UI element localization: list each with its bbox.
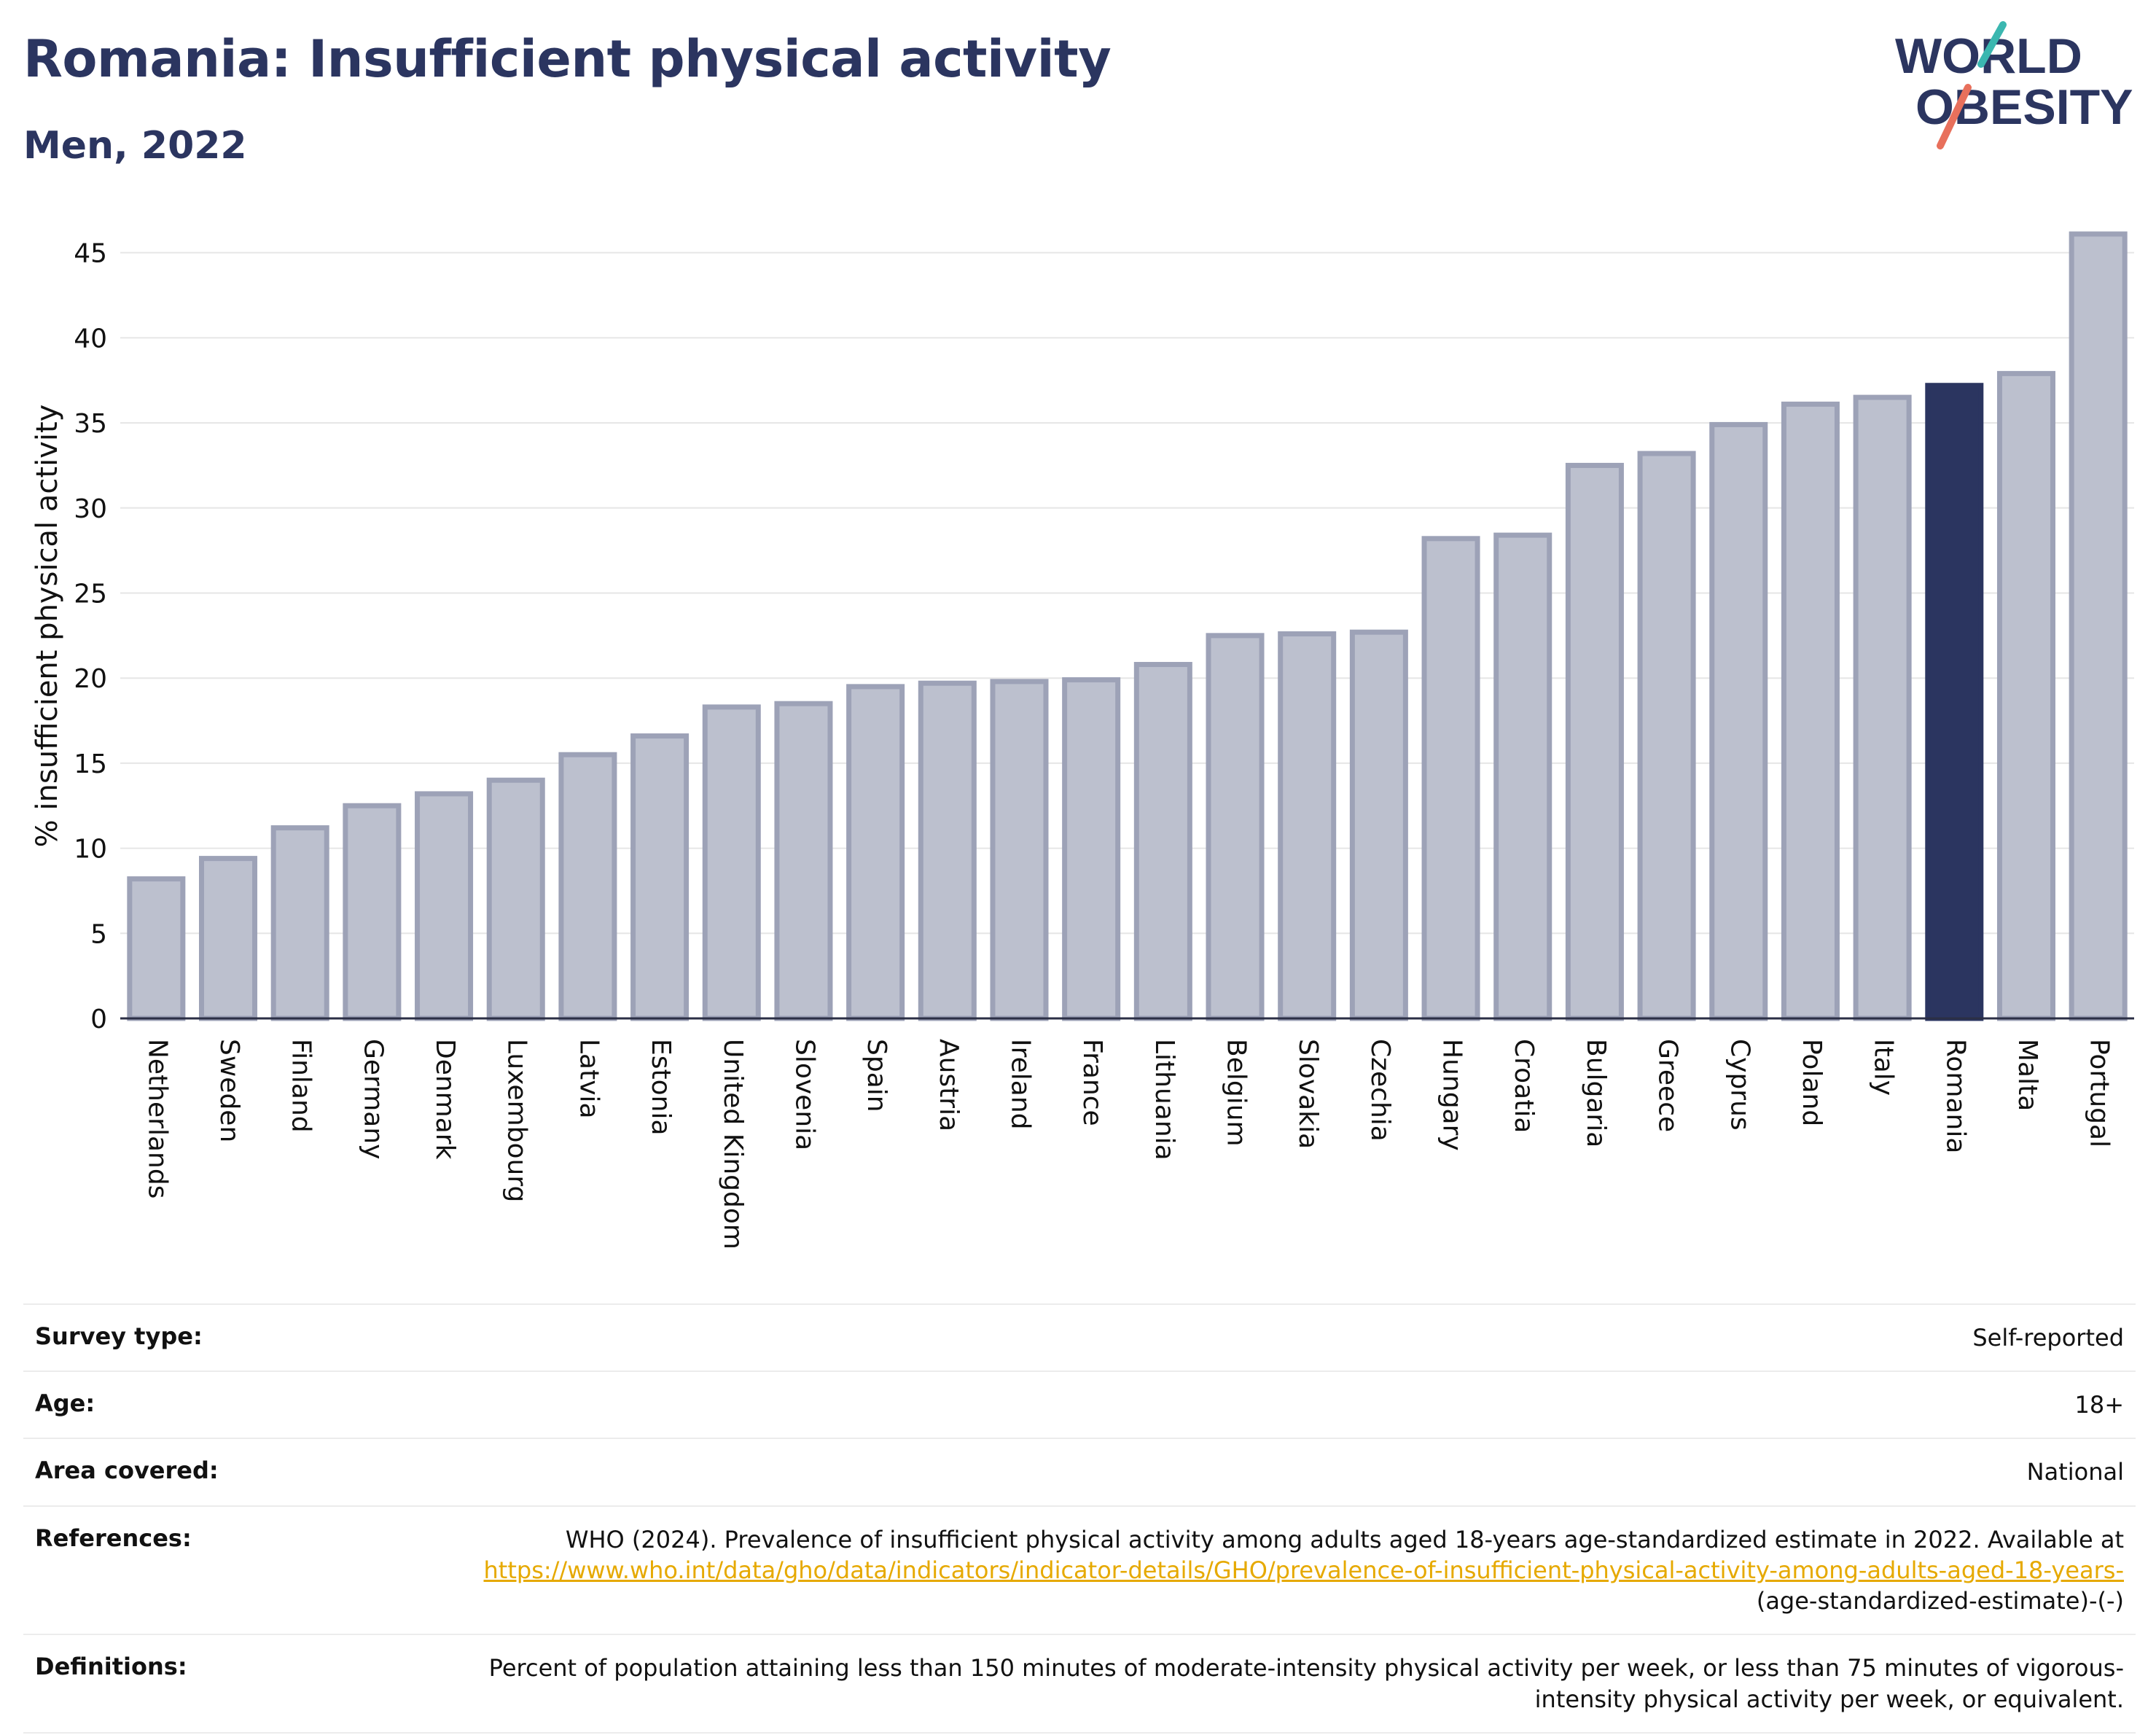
info-value: Percent of population attaining less tha… xyxy=(455,1634,2136,1734)
chart-title: Romania: Insufficient physical activity xyxy=(23,29,1112,89)
x-tick-label: Poland xyxy=(1797,1039,1827,1126)
y-tick-label: 35 xyxy=(74,409,107,439)
x-tick-label: Spain xyxy=(862,1039,891,1112)
chart-subtitle: Men, 2022 xyxy=(23,124,247,168)
info-key: Definitions: xyxy=(23,1634,455,1734)
x-tick-label: Slovakia xyxy=(1293,1039,1323,1149)
bar-cyprus xyxy=(1709,421,1768,1021)
x-tick-label: Ireland xyxy=(1005,1039,1035,1130)
bar-ireland xyxy=(990,679,1049,1021)
y-tick-label: 0 xyxy=(90,1005,107,1034)
x-tick-label: Belgium xyxy=(1222,1039,1251,1147)
x-tick-label: Netherlands xyxy=(142,1039,172,1198)
bar-sweden xyxy=(199,856,258,1021)
x-tick-label: Malta xyxy=(2012,1039,2042,1111)
info-row-definitions: Definitions: Percent of population attai… xyxy=(23,1634,2136,1734)
x-tick-label: Germany xyxy=(358,1039,388,1159)
x-tick-label: Sweden xyxy=(214,1039,244,1142)
info-key: References: xyxy=(23,1505,455,1636)
info-key: Age: xyxy=(23,1371,455,1440)
x-tick-label: Latvia xyxy=(574,1039,604,1119)
reference-text: WHO (2024). Prevalence of insufficient p… xyxy=(565,1525,2124,1553)
x-tick-label: Czechia xyxy=(1365,1039,1395,1142)
y-tick-label: 5 xyxy=(90,919,107,949)
info-value: National xyxy=(455,1438,2136,1507)
x-tick-label: Italy xyxy=(1869,1039,1899,1096)
bar-poland xyxy=(1781,401,1840,1021)
x-tick-label: Bulgaria xyxy=(1581,1039,1611,1147)
info-row-references: References: WHO (2024). Prevalence of in… xyxy=(23,1505,2136,1636)
bar-slovakia xyxy=(1278,631,1337,1021)
bar-greece xyxy=(1637,451,1696,1021)
bar-chart: 0 5 10 15 20 25 30 35 40 45 Netherlands Sweden Finl… xyxy=(31,231,2134,1249)
bar-austria xyxy=(918,680,977,1021)
bar-slovenia xyxy=(774,701,833,1021)
x-tick-label: France xyxy=(1077,1039,1107,1126)
info-value: Self-reported xyxy=(455,1303,2136,1373)
bar-netherlands xyxy=(127,876,186,1021)
bar-portugal xyxy=(2069,231,2128,1021)
bar-bulgaria xyxy=(1565,462,1624,1021)
y-axis-label: % insufficient physical activity xyxy=(31,405,64,848)
x-tick-label: Croatia xyxy=(1509,1039,1539,1133)
bar-luxembourg xyxy=(486,777,545,1021)
info-key: Survey type: xyxy=(23,1303,455,1373)
metadata-table: Survey type: Self-reported Age: 18+ Area… xyxy=(23,1303,2136,1734)
x-tick-label: United Kingdom xyxy=(718,1039,748,1249)
info-row-age: Age: 18+ xyxy=(23,1371,2136,1440)
x-tick-label: Denmark xyxy=(430,1039,460,1160)
world-obesity-logo: WORLD OBESITY xyxy=(1895,21,2133,149)
reference-suffix: (age-standardized-estimate)-(-) xyxy=(1756,1587,2124,1615)
x-tick-label: Slovenia xyxy=(789,1039,819,1150)
x-tick-label: Hungary xyxy=(1437,1039,1467,1151)
bar-lithuania xyxy=(1133,662,1192,1021)
bar-romania xyxy=(1925,383,1984,1021)
x-tick-label: Luxembourg xyxy=(502,1039,532,1202)
y-tick-label: 45 xyxy=(74,239,107,269)
bar-united-kingdom xyxy=(702,704,761,1021)
bar-hungary xyxy=(1421,536,1480,1021)
info-row-survey-type: Survey type: Self-reported xyxy=(23,1303,2136,1373)
x-tick-label: Estonia xyxy=(646,1039,676,1136)
bar-finland xyxy=(270,825,329,1021)
bar-belgium xyxy=(1206,633,1265,1021)
bar-italy xyxy=(1853,394,1912,1021)
x-tick-label: Finland xyxy=(286,1039,316,1133)
y-tick-label: 20 xyxy=(74,664,107,694)
bar-spain xyxy=(846,684,905,1021)
y-tick-label: 15 xyxy=(74,749,107,779)
x-tick-label: Greece xyxy=(1653,1039,1683,1132)
bar-croatia xyxy=(1493,532,1552,1021)
bar-france xyxy=(1062,677,1121,1021)
x-tick-label: Lithuania xyxy=(1149,1039,1179,1161)
y-tick-label: 10 xyxy=(74,835,107,865)
bar-denmark xyxy=(415,791,474,1021)
bar-czechia xyxy=(1349,629,1408,1021)
info-key: Area covered: xyxy=(23,1438,455,1507)
info-row-area: Area covered: National xyxy=(23,1438,2136,1507)
y-tick-label: 40 xyxy=(74,324,107,354)
info-value: WHO (2024). Prevalence of insufficient p… xyxy=(455,1505,2136,1636)
y-tick-label: 25 xyxy=(74,579,107,609)
bar-malta xyxy=(1996,370,2055,1021)
x-tick-label: Romania xyxy=(1940,1039,1970,1153)
reference-link[interactable]: https://www.who.int/data/gho/data/indica… xyxy=(483,1556,2125,1584)
bar-estonia xyxy=(630,733,690,1021)
x-tick-label: Cyprus xyxy=(1725,1039,1754,1131)
x-tick-label: Portugal xyxy=(2085,1039,2114,1147)
y-tick-label: 30 xyxy=(74,494,107,524)
bar-latvia xyxy=(558,752,617,1021)
info-value: 18+ xyxy=(455,1371,2136,1440)
bar-germany xyxy=(343,803,402,1021)
x-tick-label: Austria xyxy=(934,1039,964,1131)
